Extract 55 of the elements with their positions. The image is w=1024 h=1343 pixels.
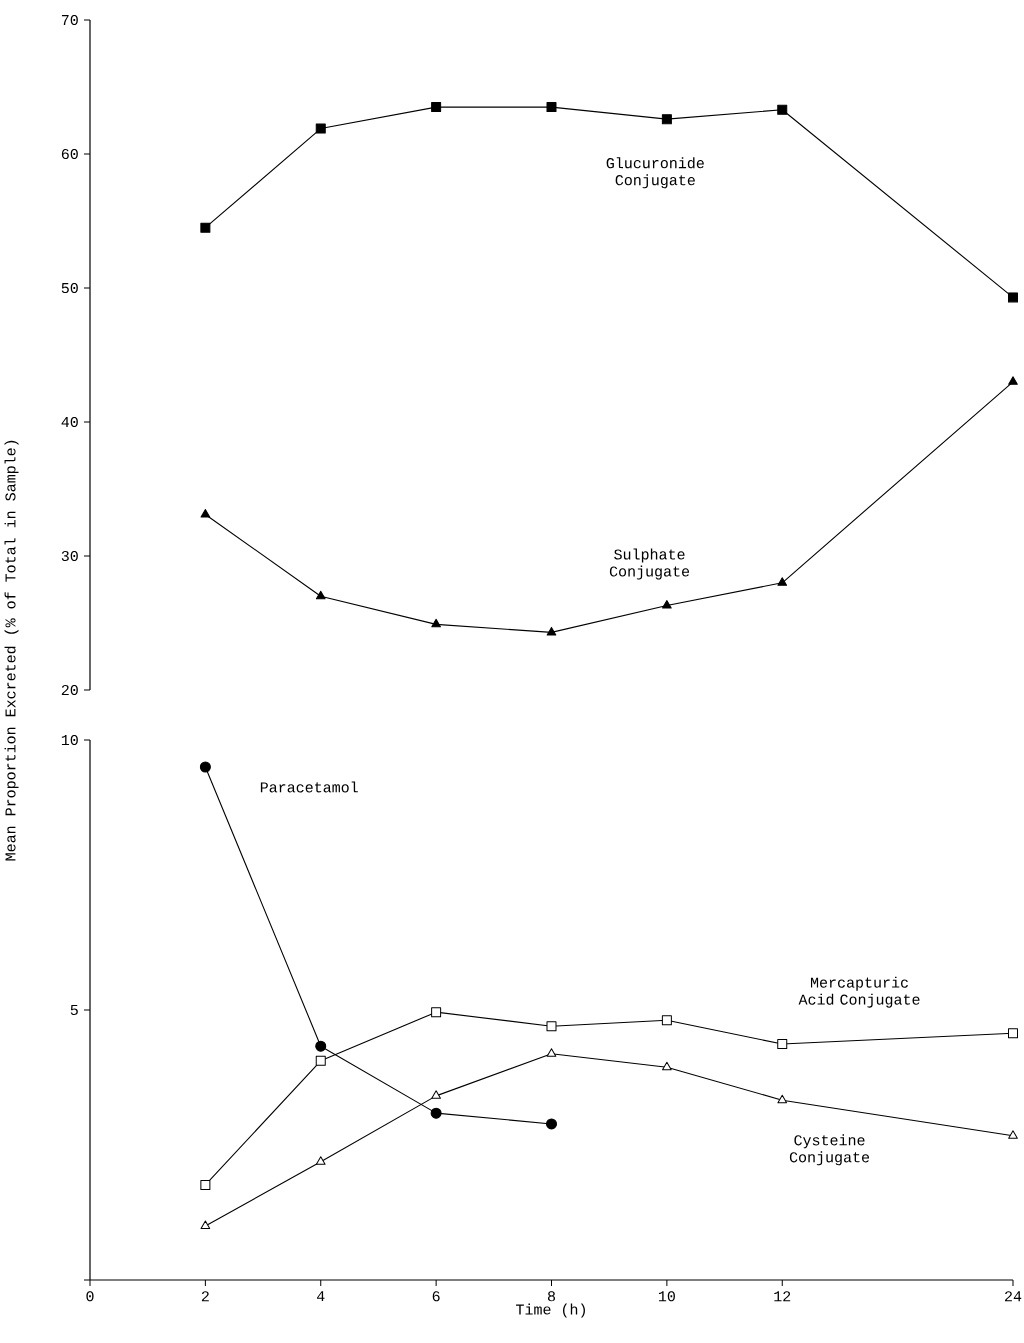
y-tick-label: 10 (61, 734, 78, 746)
y-tick-label: 60 (61, 148, 78, 160)
point (315, 1040, 327, 1052)
text: Paracetamol (260, 781, 358, 793)
point (546, 1118, 557, 1130)
point (431, 1090, 441, 1099)
point (200, 508, 211, 518)
series-label: Mercapturic Acid Conjugate (798, 976, 920, 1008)
point (661, 1015, 672, 1026)
point (777, 1039, 788, 1050)
point (200, 1220, 211, 1229)
x-tick-label: 2 (201, 1291, 209, 1302)
y-tick-label: 20 (61, 684, 78, 696)
point (430, 1107, 442, 1119)
point (315, 123, 326, 134)
point (431, 618, 441, 628)
y-axis-title: Mean Proportion Excreted (% of Total in Sample) (4, 440, 19, 861)
point (546, 1048, 557, 1057)
y-tick-label: 30 (61, 550, 78, 562)
point (1008, 292, 1018, 303)
point (662, 600, 672, 609)
series-label: Sulphate Conjugate (609, 548, 690, 580)
point (546, 626, 557, 636)
y-tick-label: 40 (61, 416, 78, 428)
point (200, 222, 211, 233)
x-tick-label: 6 (432, 1291, 440, 1302)
y-tick-label: 5 (70, 1004, 78, 1016)
x-tick-label: 12 (774, 1291, 791, 1302)
point (431, 102, 442, 113)
y-tick-label: 70 (61, 14, 78, 26)
x-axis-title: Time (h) (516, 1303, 585, 1318)
series-label: Cysteine Conjugate (789, 1134, 870, 1166)
point (777, 1094, 788, 1104)
y-tick-label: 50 (61, 282, 78, 294)
point (315, 1055, 326, 1066)
x-tick-label: 24 (1005, 1291, 1022, 1302)
point (1008, 376, 1018, 385)
point (1008, 1130, 1018, 1139)
point (662, 1061, 672, 1071)
x-tick-label: 10 (658, 1291, 675, 1302)
text: Glucuronide Conjugate (606, 157, 704, 189)
point (1008, 1028, 1018, 1039)
point (199, 761, 211, 773)
point (315, 590, 326, 600)
point (431, 1007, 442, 1018)
point (546, 102, 557, 113)
point (661, 114, 672, 125)
x-tick-label: 0 (86, 1291, 94, 1302)
point (315, 1156, 326, 1165)
point (200, 1179, 211, 1190)
x-tick-label: 4 (317, 1291, 325, 1302)
x-tick-label: 8 (547, 1291, 556, 1302)
point (777, 577, 788, 586)
point (546, 1021, 557, 1032)
point (777, 104, 788, 115)
